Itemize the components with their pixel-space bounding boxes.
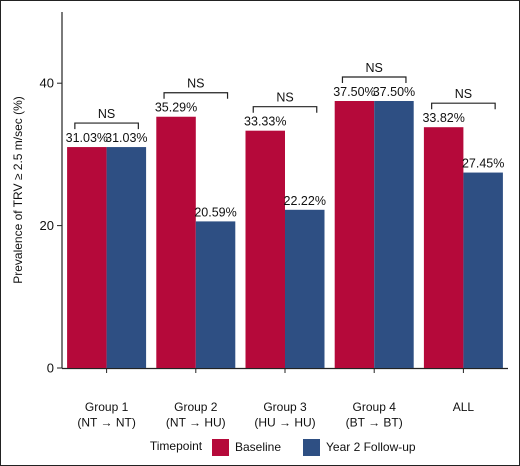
significance-label: NS	[455, 87, 472, 101]
bar-baseline	[423, 127, 464, 368]
bar-year2	[374, 101, 414, 368]
x-tick-label: Group 1	[85, 400, 129, 414]
significance-bracket	[431, 102, 496, 110]
bar-value-label: 31.03%	[105, 131, 147, 145]
bar-value-label: 37.50%	[333, 85, 375, 99]
x-tick-label: Group 4	[353, 400, 397, 414]
bar-value-label: 27.45%	[462, 157, 504, 171]
bar-value-label: 22.22%	[284, 194, 326, 208]
y-tick-label: 20	[40, 218, 54, 233]
bar-baseline	[334, 101, 375, 368]
bar-value-label: 37.50%	[373, 85, 415, 99]
significance-bracket	[252, 106, 318, 113]
x-tick-label: Group 3	[263, 400, 307, 414]
legend-title: Timepoint	[150, 439, 203, 453]
bar-value-label: 33.33%	[244, 115, 286, 129]
significance-bracket	[74, 122, 139, 130]
significance-label: NS	[98, 107, 115, 121]
significance-label: NS	[276, 91, 293, 105]
bar-value-label: 31.03%	[66, 131, 108, 145]
x-tick-label: (BT → BT)	[346, 416, 403, 430]
y-tick-label: 0	[47, 361, 54, 376]
legend-label: Baseline	[235, 440, 281, 454]
bar-value-label: 20.59%	[194, 205, 236, 219]
bar-baseline	[156, 116, 196, 368]
significance-bracket	[341, 76, 407, 83]
x-tick-label: (NT → HU)	[166, 416, 226, 430]
x-tick-label: (HU → HU)	[254, 416, 315, 430]
bar-year2	[106, 147, 147, 368]
y-tick-label: 40	[40, 76, 54, 91]
bar-year2	[463, 172, 503, 368]
bar-year2	[285, 209, 325, 368]
x-tick-label: ALL	[453, 400, 475, 414]
legend-swatch-year2	[303, 439, 320, 456]
significance-bracket	[163, 92, 229, 99]
y-axis-label: Prevalence of TRV ≥ 2.5 m/sec (%)	[11, 96, 25, 284]
bar-year2	[195, 221, 236, 368]
bar-value-label: 35.29%	[155, 101, 197, 115]
bar-value-label: 33.82%	[422, 111, 464, 125]
x-tick-label: Group 2	[174, 400, 218, 414]
legend-label: Year 2 Follow-up	[326, 440, 416, 454]
legend-swatch-baseline	[212, 439, 229, 456]
significance-label: NS	[187, 77, 204, 91]
bar-baseline	[67, 147, 107, 368]
significance-label: NS	[366, 61, 383, 75]
x-tick-label: (NT → NT)	[77, 416, 135, 430]
bar-baseline	[245, 130, 285, 368]
